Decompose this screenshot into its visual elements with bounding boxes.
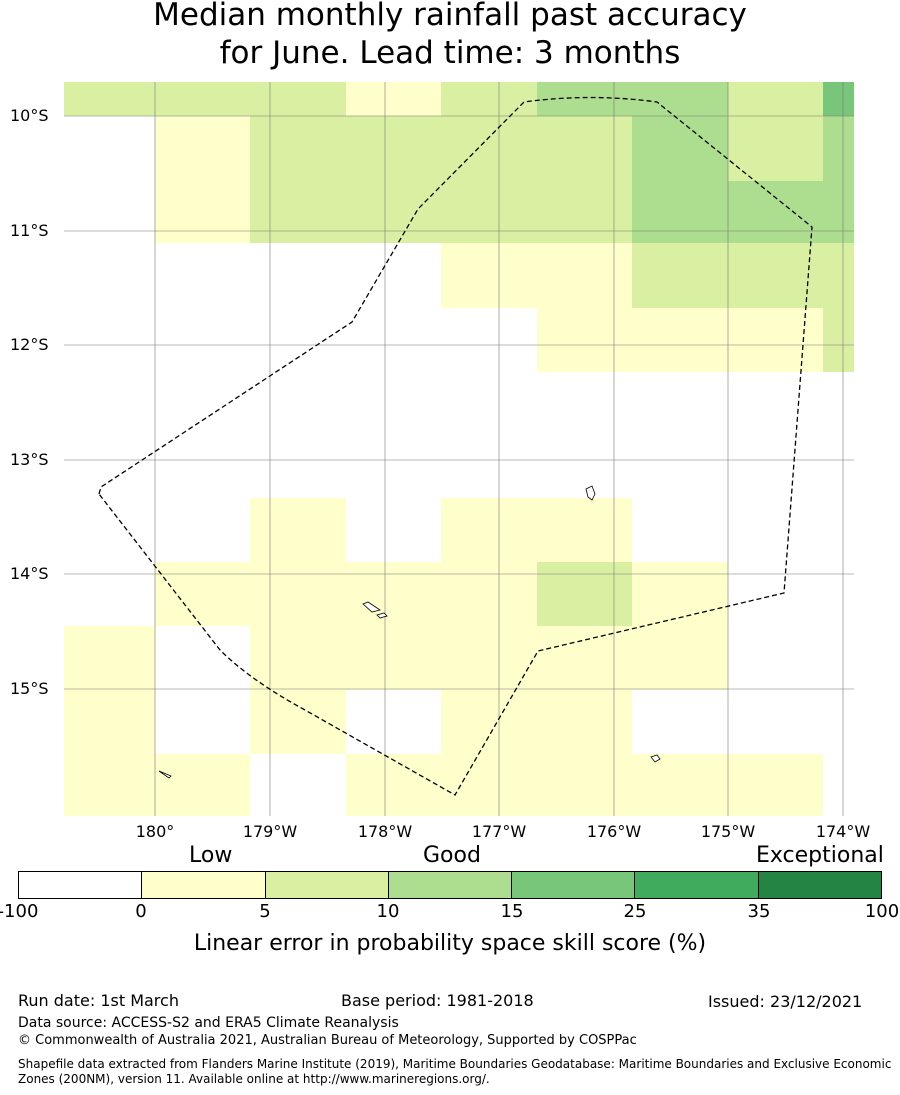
colorbar-label: Linear error in probability space skill …: [193, 931, 707, 956]
copyright: © Commonwealth of Australia 2021, Austra…: [18, 1033, 637, 1048]
colorbar-segment: [265, 872, 389, 898]
grid-cell: [64, 626, 155, 816]
grid-cell: [537, 562, 632, 626]
grid-cell: [441, 243, 632, 308]
grid-cell: [64, 82, 346, 116]
grid-cell: [823, 82, 854, 116]
grid-cell: [155, 754, 250, 816]
data-source: Data source: ACCESS-S2 and ERA5 Climate …: [18, 1015, 399, 1031]
lon-label: 174°W: [815, 822, 871, 841]
grid-cell: [441, 82, 537, 116]
legend-category-good: Good: [423, 843, 481, 868]
grid-cell: [441, 690, 632, 754]
title-line-1: Median monthly rainfall past accuracy: [153, 0, 747, 33]
issued-date: Issued: 23/12/2021: [708, 992, 863, 1011]
grid-cell: [250, 690, 346, 754]
lat-label: 13°S: [10, 450, 49, 469]
island-shape: [650, 754, 661, 763]
grid-cell: [823, 308, 854, 372]
lon-label: 175°W: [700, 822, 756, 841]
island-shape: [585, 485, 596, 501]
lon-label: 180°: [135, 822, 175, 841]
island-shape: [376, 612, 388, 619]
colorbar-tick: 15: [500, 901, 524, 922]
lat-label: 14°S: [10, 564, 49, 583]
lat-label: 10°S: [10, 106, 49, 125]
grid-cell: [441, 498, 632, 562]
grid-cell: [728, 181, 823, 243]
grid-cell: [250, 498, 346, 562]
colorbar: [18, 871, 882, 899]
colorbar-tick: 0: [135, 901, 147, 922]
legend-category-exceptional: Exceptional: [756, 843, 884, 868]
grid-cell: [632, 562, 728, 626]
grid-cell: [728, 116, 823, 181]
colorbar-segment: [388, 872, 513, 898]
colorbar-tick: 5: [259, 901, 271, 922]
grid-cell: [346, 754, 823, 816]
lon-label: 176°W: [586, 822, 642, 841]
skill-map: [64, 82, 854, 816]
graticule: [64, 82, 854, 816]
grid-cell: [632, 243, 854, 308]
colorbar-tick: 25: [623, 901, 647, 922]
lon-label: 177°W: [471, 822, 527, 841]
shapefile-credit-line-1: Shapefile data extracted from Flanders M…: [18, 1057, 892, 1071]
run-date: Run date: 1st March: [18, 991, 179, 1010]
colorbar-tick: 10: [376, 901, 400, 922]
grid-cell: [632, 116, 728, 243]
grid-cell: [250, 116, 632, 243]
island-shape: [158, 770, 172, 779]
lat-label: 12°S: [10, 335, 49, 354]
colorbar-segment: [635, 872, 759, 898]
grid-cell: [250, 626, 728, 690]
colorbar-segment: [758, 872, 881, 898]
island-shape: [362, 601, 381, 613]
title-line-2: for June. Lead time: 3 months: [219, 35, 681, 71]
grid-cell: [155, 562, 537, 626]
grid-cell: [823, 116, 854, 243]
grid-cell: [155, 116, 250, 243]
lat-label: 15°S: [10, 679, 49, 698]
colorbar-segment: [512, 872, 636, 898]
eez-boundary: [98, 96, 813, 796]
colorbar-segment: [19, 872, 143, 898]
colorbar-segment: [142, 872, 266, 898]
colorbar-tick: 35: [747, 901, 771, 922]
legend-category-low: Low: [189, 843, 233, 868]
lat-label: 11°S: [10, 221, 49, 240]
base-period: Base period: 1981-2018: [341, 991, 534, 1010]
colorbar-tick: -100: [0, 901, 39, 922]
map-title: Median monthly rainfall past accuracy fo…: [0, 0, 900, 72]
lon-label: 178°W: [357, 822, 413, 841]
grid-cell: [346, 82, 441, 116]
lon-label: 179°W: [242, 822, 298, 841]
colorbar-tick: 100: [864, 901, 900, 922]
shapefile-credit-line-2: Zones (200NM), version 11. Available onl…: [18, 1072, 490, 1086]
grid-cell: [728, 82, 823, 116]
grid-cell: [537, 308, 823, 372]
